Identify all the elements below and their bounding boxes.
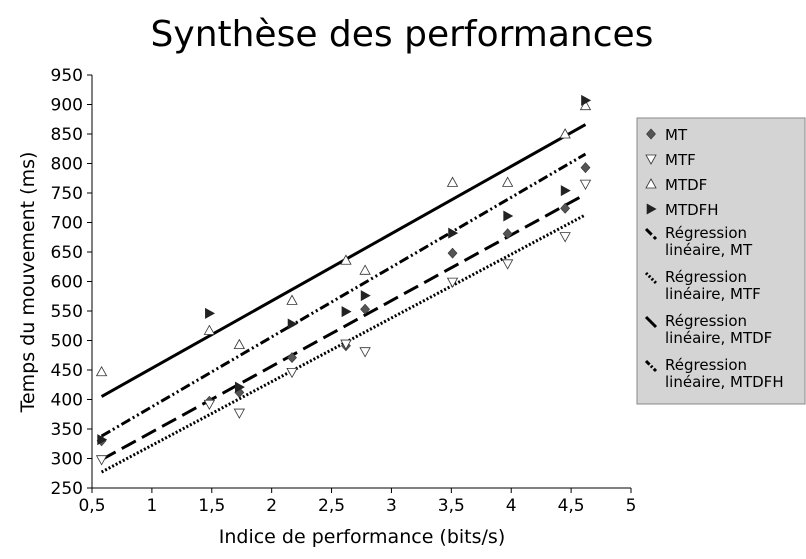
data-point-mt <box>580 162 591 174</box>
y-tick-label: 600 <box>51 273 83 293</box>
y-tick-label: 750 <box>51 184 83 204</box>
legend-label: MTDF <box>665 176 707 194</box>
x-tick-label: 1 <box>146 496 157 516</box>
x-tick-label: 5 <box>626 496 637 516</box>
data-point-mtf <box>286 367 298 379</box>
data-point-mtdf <box>340 254 352 265</box>
data-point-mtdf <box>286 294 298 305</box>
data-point-mtdf <box>446 176 459 187</box>
legend-key-mt <box>646 128 656 140</box>
data-point-mtf <box>203 399 216 411</box>
data-point-mtdf <box>95 365 108 377</box>
data-point-mtf <box>340 339 352 350</box>
y-tick-label: 850 <box>51 125 83 145</box>
legend-label: MTDFH <box>665 201 719 219</box>
legend-label: linéaire, MTDFH <box>665 373 784 391</box>
x-tick-label: 1,5 <box>198 496 225 516</box>
legend-label: Régression <box>665 356 747 374</box>
y-tick-label: 400 <box>51 391 83 411</box>
legend-label: linéaire, MT <box>665 241 753 259</box>
x-tick-label: 2,5 <box>318 496 345 516</box>
data-point-mtf <box>95 455 108 466</box>
legend-key-mtdfh <box>646 203 657 215</box>
x-tick-label: 2 <box>266 496 277 516</box>
data-point-mtf <box>501 259 514 270</box>
y-axis-label: Temps du mouvement (ms) <box>17 152 39 414</box>
y-tick-label: 350 <box>51 420 83 440</box>
legend-label: MT <box>665 126 688 144</box>
data-point-mtf <box>446 277 459 288</box>
data-point-mtdfh <box>235 381 245 393</box>
data-point-mtdfh <box>360 290 371 302</box>
data-point-mt <box>560 202 571 214</box>
data-point-mtdfh <box>205 307 215 319</box>
y-tick-label: 550 <box>51 302 83 322</box>
legend-label: MTF <box>665 151 696 169</box>
data-point-mtdfh <box>448 227 459 239</box>
legend-key-mtf <box>645 154 657 165</box>
data-point-mtdf <box>579 99 592 111</box>
data-point-mt <box>502 228 513 240</box>
y-tick-label: 450 <box>51 361 83 381</box>
data-point-mt <box>447 247 458 259</box>
legend-key-mtdf <box>645 178 657 189</box>
legend-label: Régression <box>665 312 747 330</box>
plot-area: 250 300 350 400 450 500 550 600 650 700 750 800 850 9… <box>51 66 637 516</box>
data-point-mtdfh <box>97 434 108 446</box>
data-point-mt <box>287 352 297 364</box>
y-tick-label: 300 <box>51 450 83 470</box>
data-point-mtdf <box>233 338 246 350</box>
legend-key-regression-lineaire-mt <box>644 227 658 241</box>
legend-key-regression-lineaire-mtdf <box>644 315 658 329</box>
data-point-mtdfh <box>560 185 571 197</box>
legend-key-regression-lineaire-mtdfh <box>644 359 658 373</box>
data-point-mtdf <box>359 264 371 275</box>
y-tick-label: 700 <box>51 214 83 234</box>
data-point-mtf <box>359 347 371 358</box>
data-point-mtf <box>233 408 246 419</box>
data-point-mtdf <box>203 324 216 335</box>
y-tick-label: 650 <box>51 243 83 263</box>
x-tick-label: 3 <box>386 496 397 516</box>
data-point-mtf <box>579 179 592 190</box>
data-point-mtdfh <box>581 94 592 106</box>
data-point-mtdfh <box>341 306 352 318</box>
data-point-mtdfh <box>503 210 514 222</box>
data-point-mtdf <box>559 128 571 139</box>
legend-label: Régression <box>665 268 747 286</box>
y-tick-label: 950 <box>51 66 83 86</box>
y-tick-label: 500 <box>51 332 83 352</box>
legend-box <box>636 117 806 405</box>
data-point-mt <box>360 303 370 315</box>
x-tick-label: 0,5 <box>78 496 105 516</box>
legend-label: Régression <box>665 224 747 242</box>
data-point-mtdfh <box>287 318 298 330</box>
x-tick-label: 4,5 <box>558 496 585 516</box>
chart-title: Synthèse des performances <box>151 14 654 55</box>
series-line-regression-lineaire-mtdfh <box>100 152 587 438</box>
legend-label: linéaire, MTF <box>665 285 761 303</box>
x-tick-label: 3,5 <box>438 496 465 516</box>
series-line-regression-lineaire-mtf <box>100 213 587 474</box>
data-point-mtf <box>559 232 571 243</box>
y-tick-label: 800 <box>51 155 83 175</box>
y-tick-label: 900 <box>51 96 83 116</box>
x-tick-label: 4 <box>506 496 517 516</box>
y-tick-label: 250 <box>51 479 83 499</box>
series-line-regression-lineaire-mt <box>100 192 587 461</box>
data-point-mtdf <box>501 176 514 187</box>
legend-label: linéaire, MTDF <box>665 329 772 347</box>
x-axis-label: Indice de performance (bits/s) <box>219 526 505 548</box>
